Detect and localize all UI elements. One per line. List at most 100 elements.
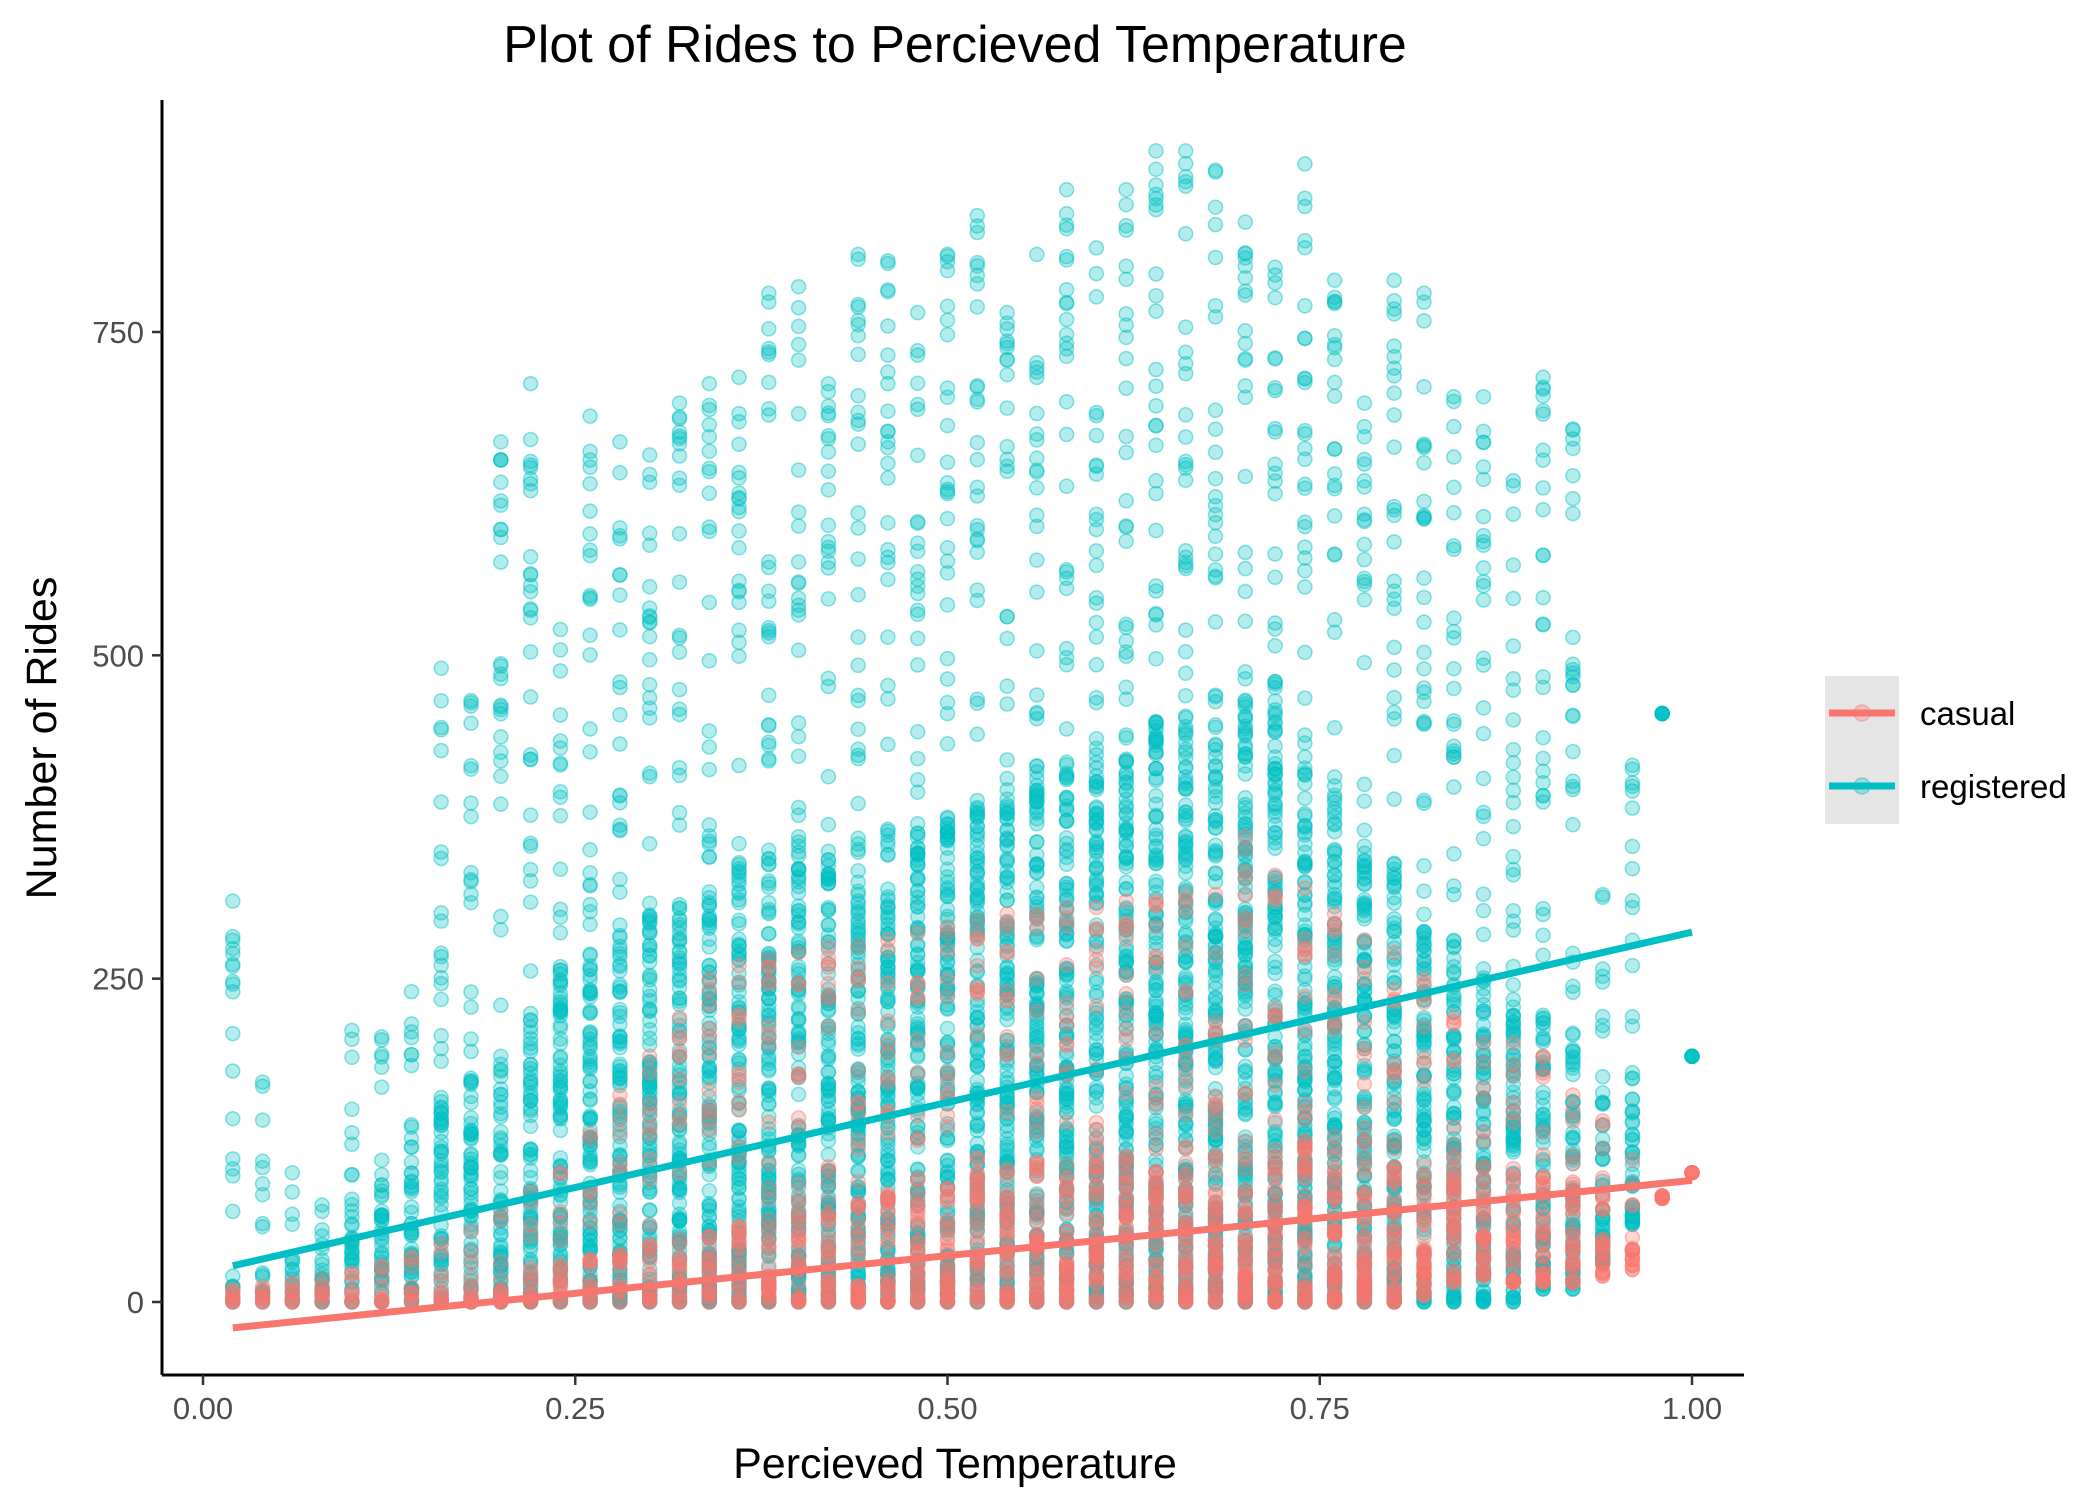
data-point-registered <box>493 1061 509 1078</box>
data-point-registered <box>1088 614 1105 631</box>
data-point-registered <box>701 897 718 914</box>
data-point-registered <box>522 963 539 979</box>
data-point-registered <box>493 1209 509 1226</box>
data-point-registered <box>1058 765 1075 782</box>
data-point-registered <box>493 753 509 769</box>
data-point-registered <box>552 901 569 918</box>
data-point-registered <box>1356 654 1373 671</box>
data-point-registered <box>493 1237 509 1253</box>
data-point-registered <box>373 1238 390 1254</box>
data-point-registered <box>612 984 628 1001</box>
data-point-registered <box>1029 643 1045 659</box>
data-point-registered <box>1356 512 1373 528</box>
data-point-registered <box>582 972 598 988</box>
data-point-registered <box>1297 1082 1313 1098</box>
data-point-registered <box>582 542 598 558</box>
data-point-registered <box>552 1031 569 1047</box>
data-point-registered <box>850 412 866 429</box>
data-point-registered <box>582 1242 598 1259</box>
data-point-registered <box>522 1271 539 1288</box>
data-point-registered <box>1029 426 1045 442</box>
data-point-registered <box>433 1256 449 1273</box>
data-point-registered <box>582 1004 598 1021</box>
data-point-registered <box>671 979 688 996</box>
data-point-registered <box>909 535 926 551</box>
data-point-registered <box>433 1145 449 1162</box>
data-point-registered <box>1356 536 1373 553</box>
data-point-registered <box>999 630 1015 647</box>
data-point-registered <box>582 1092 598 1108</box>
data-point-registered <box>1207 614 1224 630</box>
data-point-registered <box>552 1251 569 1268</box>
data-point-registered <box>522 602 539 619</box>
data-point-registered <box>790 748 807 764</box>
data-point-registered <box>612 1197 628 1214</box>
data-point-registered <box>1088 543 1105 559</box>
data-point-registered <box>1207 497 1224 514</box>
data-point-registered <box>582 443 598 460</box>
data-point-registered <box>314 1266 330 1283</box>
data-point-registered <box>344 1246 360 1262</box>
data-point-registered <box>463 873 479 890</box>
data-point-registered <box>254 1074 271 1090</box>
data-point-registered <box>552 1269 569 1285</box>
data-point-registered <box>1207 546 1224 562</box>
data-point-registered <box>522 1208 539 1224</box>
data-point-registered <box>433 1143 449 1160</box>
data-point-registered <box>463 1220 479 1236</box>
data-point-registered <box>433 693 449 709</box>
data-point-registered <box>909 630 926 647</box>
data-point-registered <box>582 1073 598 1090</box>
data-point-registered <box>344 1191 360 1207</box>
data-point-registered <box>582 865 598 881</box>
data-point-registered <box>1356 570 1373 587</box>
data-point-registered <box>1148 719 1164 735</box>
data-point-registered <box>850 586 866 603</box>
data-point-registered <box>493 1145 509 1161</box>
data-point-registered <box>582 804 598 820</box>
data-point-registered <box>909 401 926 418</box>
data-point-registered <box>284 1262 301 1278</box>
data-point-registered <box>373 1177 390 1193</box>
data-point-registered <box>552 1003 569 1020</box>
data-point-registered <box>969 838 986 855</box>
data-point-registered <box>1297 818 1313 834</box>
data-point-registered <box>969 893 986 909</box>
data-point-registered <box>225 1279 241 1295</box>
data-point-registered <box>880 677 896 694</box>
data-point-registered <box>909 889 926 905</box>
data-point-registered <box>969 726 986 743</box>
data-point-registered <box>1148 977 1164 994</box>
data-point-registered <box>969 1009 986 1026</box>
data-point-registered <box>582 967 598 984</box>
data-point-registered <box>373 1263 390 1280</box>
data-point-registered <box>433 742 449 759</box>
data-point-registered <box>582 1035 598 1052</box>
data-point-registered <box>820 768 837 785</box>
data-point-registered <box>522 1150 539 1166</box>
data-point-registered <box>1297 298 1313 314</box>
data-point-registered <box>552 621 569 638</box>
data-point-registered <box>1058 478 1075 495</box>
data-point-registered <box>373 1152 390 1168</box>
data-point-registered <box>582 1129 598 1145</box>
data-point-registered <box>522 1071 539 1088</box>
data-point-registered <box>225 1203 241 1220</box>
data-point-registered <box>373 1271 390 1287</box>
data-point-registered <box>1386 385 1402 401</box>
data-point-registered <box>731 634 747 651</box>
data-point-registered <box>493 1256 509 1273</box>
data-point-registered <box>909 657 926 673</box>
data-point-registered <box>1386 866 1402 883</box>
data-point-registered <box>701 761 718 778</box>
data-point-registered <box>671 681 688 698</box>
data-point-registered <box>701 836 718 852</box>
data-point-registered <box>1118 1116 1134 1133</box>
data-point-registered <box>522 1256 539 1272</box>
data-point-registered <box>1177 850 1194 867</box>
data-point-registered <box>403 1117 420 1133</box>
data-point-registered <box>1118 948 1134 964</box>
data-point-registered <box>701 485 718 502</box>
data-point-registered <box>1058 394 1075 410</box>
